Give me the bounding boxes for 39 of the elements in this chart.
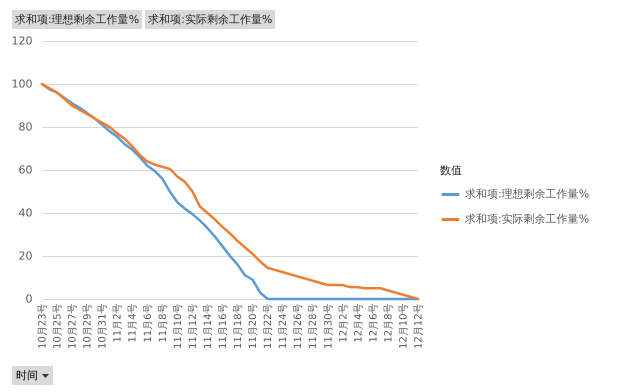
x-tick-label: 11月18号 bbox=[233, 304, 244, 349]
x-tick-label: 12月10号 bbox=[398, 304, 410, 349]
x-tick-label: 11月26号 bbox=[293, 304, 304, 349]
x-axis-title: 时间 bbox=[16, 368, 38, 383]
x-tick-label: 12月8号 bbox=[383, 304, 394, 343]
legend-label: 求和项:实际剩余工作量% bbox=[465, 212, 590, 226]
x-tick-label: 11月14号 bbox=[202, 304, 214, 349]
legend-label: 求和项:理想剩余工作量% bbox=[465, 188, 590, 200]
y-tick-label: 120 bbox=[12, 34, 32, 48]
x-tick-label: 12月2号 bbox=[338, 304, 350, 343]
x-tick-label: 11月12号 bbox=[188, 304, 199, 349]
y-tick-label: 60 bbox=[18, 164, 32, 176]
text: 求和项:理想剩余工作量% bbox=[12, 10, 142, 29]
x-tick-label: 12月6号 bbox=[368, 304, 380, 343]
x-tick-label: 11月22号 bbox=[263, 304, 274, 349]
x-tick-label: 10月23号 bbox=[38, 304, 48, 349]
x-tick-label: 11月16号 bbox=[218, 304, 229, 349]
x-tick-label: 11月10号 bbox=[172, 304, 184, 349]
x-tick-label: 11月20号 bbox=[248, 304, 260, 349]
x-tick-label: 11月30号 bbox=[323, 304, 334, 349]
x-tick-label: 11月2号 bbox=[112, 304, 124, 343]
y-tick-label: 0 bbox=[26, 292, 32, 306]
y-tick-label: 20 bbox=[18, 250, 32, 262]
y-tick-label: 100 bbox=[12, 78, 32, 90]
text: 求和项:实际剩余工作量% bbox=[145, 10, 276, 29]
x-tick-label: 11月8号 bbox=[158, 304, 169, 343]
x-tick-label: 12月12号 bbox=[414, 304, 424, 349]
x-tick-label: 11月28号 bbox=[308, 304, 320, 349]
x-tick-label: 10月31号 bbox=[98, 304, 109, 349]
x-tick-label: 11月24号 bbox=[278, 304, 290, 349]
x-tick-label: 10月29号 bbox=[82, 304, 94, 349]
x-tick-label: 10月27号 bbox=[68, 304, 79, 349]
y-tick-label: 40 bbox=[18, 206, 32, 220]
x-tick-label: 11月4号 bbox=[128, 304, 139, 343]
legend-title: 数值 bbox=[440, 164, 462, 177]
x-tick-label: 10月25号 bbox=[52, 304, 64, 349]
x-tick-label: 12月4号 bbox=[353, 304, 364, 343]
y-tick-label: 80 bbox=[18, 120, 32, 134]
x-tick-label: 11月6号 bbox=[142, 304, 154, 343]
